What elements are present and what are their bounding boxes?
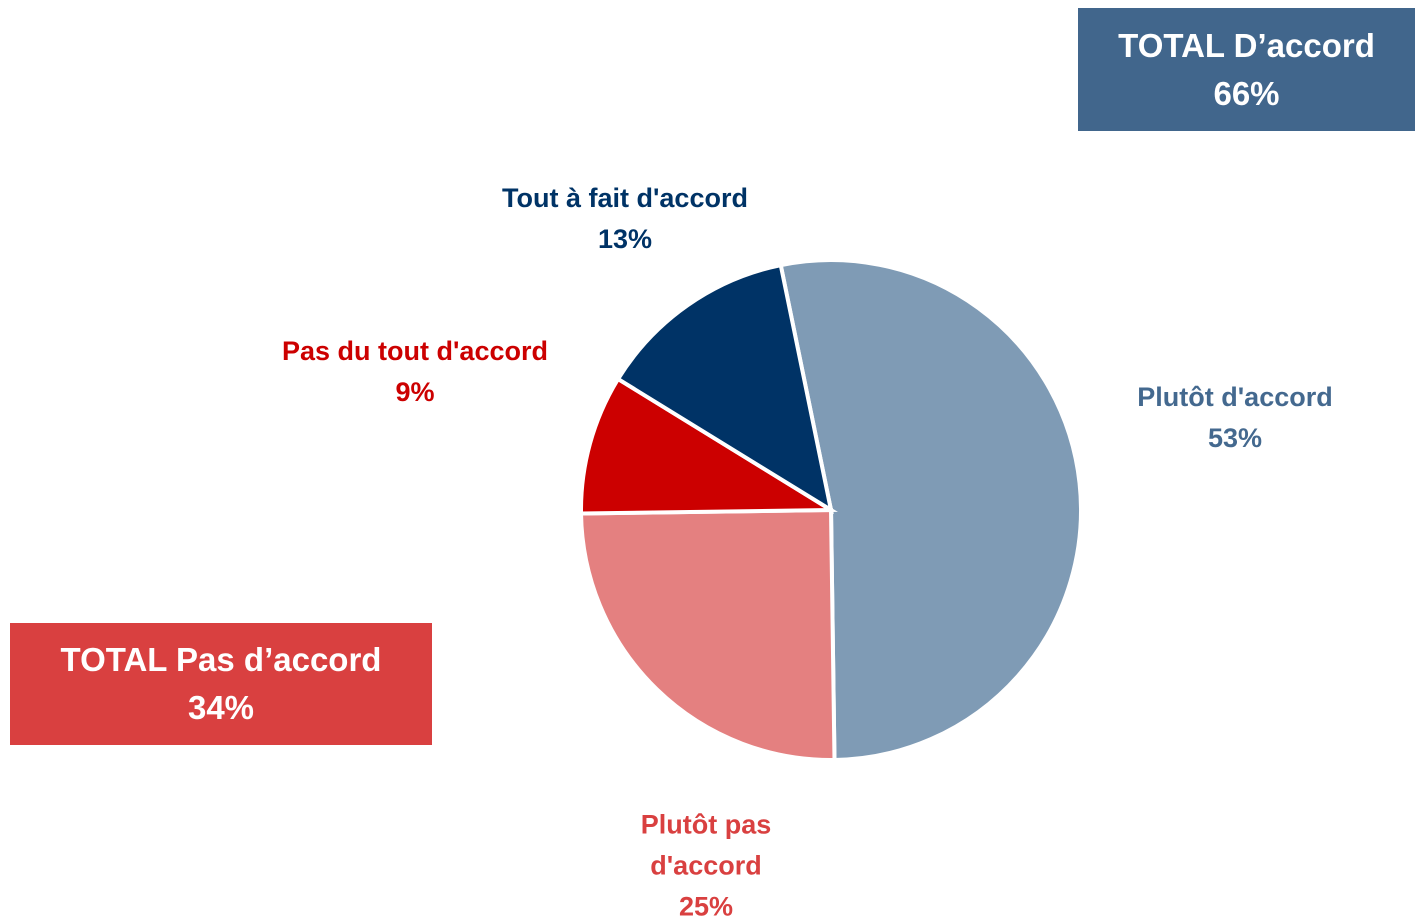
slice-label: Pas du tout d'accord 9% xyxy=(255,331,575,413)
total-box: TOTAL D’accord 66% xyxy=(1078,8,1415,131)
slice-category: Pas du tout d'accord xyxy=(282,336,548,366)
slice-category: Plutôt pas d'accord xyxy=(640,809,772,881)
slice-value: 53% xyxy=(1207,423,1263,453)
pie-slice xyxy=(615,262,834,515)
pie-slice xyxy=(578,507,837,762)
slice-value: 25% xyxy=(678,891,734,922)
total-value: 34% xyxy=(187,689,255,726)
total-box: TOTAL Pas d’accord 34% xyxy=(10,623,432,745)
pie-slice xyxy=(579,376,838,516)
slice-label: Tout à fait d'accord 13% xyxy=(465,178,785,260)
slice-category: Plutôt d'accord xyxy=(1137,382,1333,412)
total-title: TOTAL Pas d’accord xyxy=(60,641,382,678)
slice-label: Plutôt d'accord 53% xyxy=(1085,377,1385,459)
total-title: TOTAL D’accord xyxy=(1118,26,1375,64)
slice-value: 9% xyxy=(395,377,435,407)
slice-label: Plutôt pas d'accord 25% xyxy=(606,805,806,923)
pie-slice xyxy=(778,258,1083,763)
total-value: 66% xyxy=(1213,74,1280,112)
slice-category: Tout à fait d'accord xyxy=(502,183,748,213)
slice-value: 13% xyxy=(597,224,653,254)
